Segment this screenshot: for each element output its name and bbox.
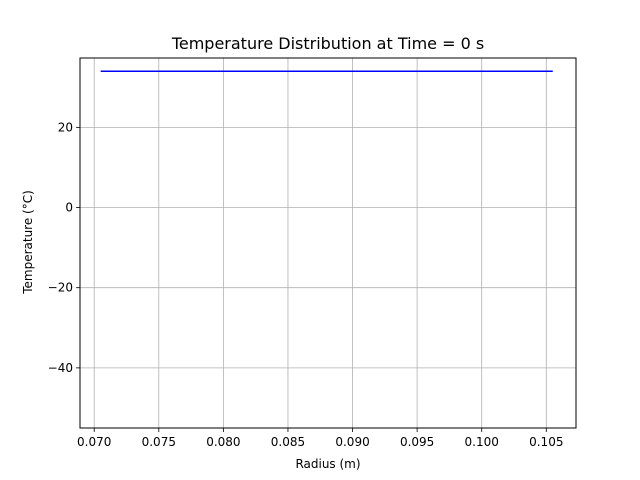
y-axis-label: Temperature (°C) bbox=[21, 190, 35, 295]
x-tick-label: 0.090 bbox=[335, 435, 369, 449]
x-tick-label: 0.080 bbox=[206, 435, 240, 449]
y-tick-label: 20 bbox=[58, 120, 73, 134]
chart-title: Temperature Distribution at Time = 0 s bbox=[171, 34, 484, 53]
x-tick-label: 0.100 bbox=[465, 435, 499, 449]
axis-ticks: 0.070 0.075 0.080 0.085 0.090 0.095 0.100 0.105… bbox=[48, 120, 564, 449]
plot-area-frame bbox=[79, 57, 577, 429]
y-tick-label: −40 bbox=[48, 361, 73, 375]
x-tick-label: 0.095 bbox=[400, 435, 434, 449]
x-tick-label: 0.070 bbox=[77, 435, 111, 449]
x-tick-label: 0.075 bbox=[142, 435, 176, 449]
grid-lines bbox=[80, 58, 576, 428]
x-axis-label: Radius (m) bbox=[295, 457, 360, 471]
y-tick-label: 0 bbox=[65, 201, 73, 215]
x-tick-label: 0.085 bbox=[271, 435, 305, 449]
y-tick-label: −20 bbox=[48, 281, 73, 295]
x-tick-label: 0.105 bbox=[529, 435, 563, 449]
